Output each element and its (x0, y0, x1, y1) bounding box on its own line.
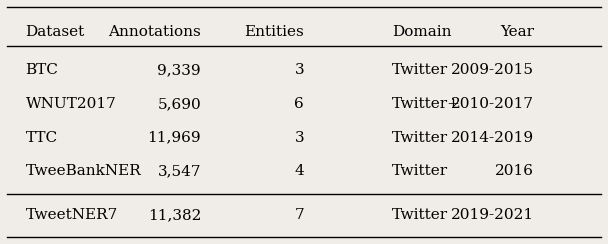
Text: 9,339: 9,339 (157, 63, 201, 77)
Text: Twitter: Twitter (392, 63, 448, 77)
Text: 5,690: 5,690 (157, 97, 201, 111)
Text: TweetNER7: TweetNER7 (26, 208, 118, 222)
Text: Domain: Domain (392, 25, 451, 39)
Text: Annotations: Annotations (108, 25, 201, 39)
Text: 2019-2021: 2019-2021 (451, 208, 534, 222)
Text: 3,547: 3,547 (157, 164, 201, 178)
Text: 7: 7 (294, 208, 304, 222)
Text: Entities: Entities (244, 25, 304, 39)
Text: WNUT2017: WNUT2017 (26, 97, 116, 111)
Text: 3: 3 (294, 63, 304, 77)
Text: Twitter: Twitter (392, 208, 448, 222)
Text: BTC: BTC (26, 63, 58, 77)
Text: 11,969: 11,969 (148, 131, 201, 145)
Text: Twitter+: Twitter+ (392, 97, 461, 111)
Text: Twitter: Twitter (392, 164, 448, 178)
Text: Dataset: Dataset (26, 25, 85, 39)
Text: 4: 4 (294, 164, 304, 178)
Text: 3: 3 (294, 131, 304, 145)
Text: 2016: 2016 (495, 164, 534, 178)
Text: 2010-2017: 2010-2017 (451, 97, 534, 111)
Text: 2009-2015: 2009-2015 (451, 63, 534, 77)
Text: Year: Year (500, 25, 534, 39)
Text: Twitter: Twitter (392, 131, 448, 145)
Text: 11,382: 11,382 (148, 208, 201, 222)
Text: 6: 6 (294, 97, 304, 111)
Text: 2014-2019: 2014-2019 (451, 131, 534, 145)
Text: TweeBankNER: TweeBankNER (26, 164, 141, 178)
Text: TTC: TTC (26, 131, 58, 145)
